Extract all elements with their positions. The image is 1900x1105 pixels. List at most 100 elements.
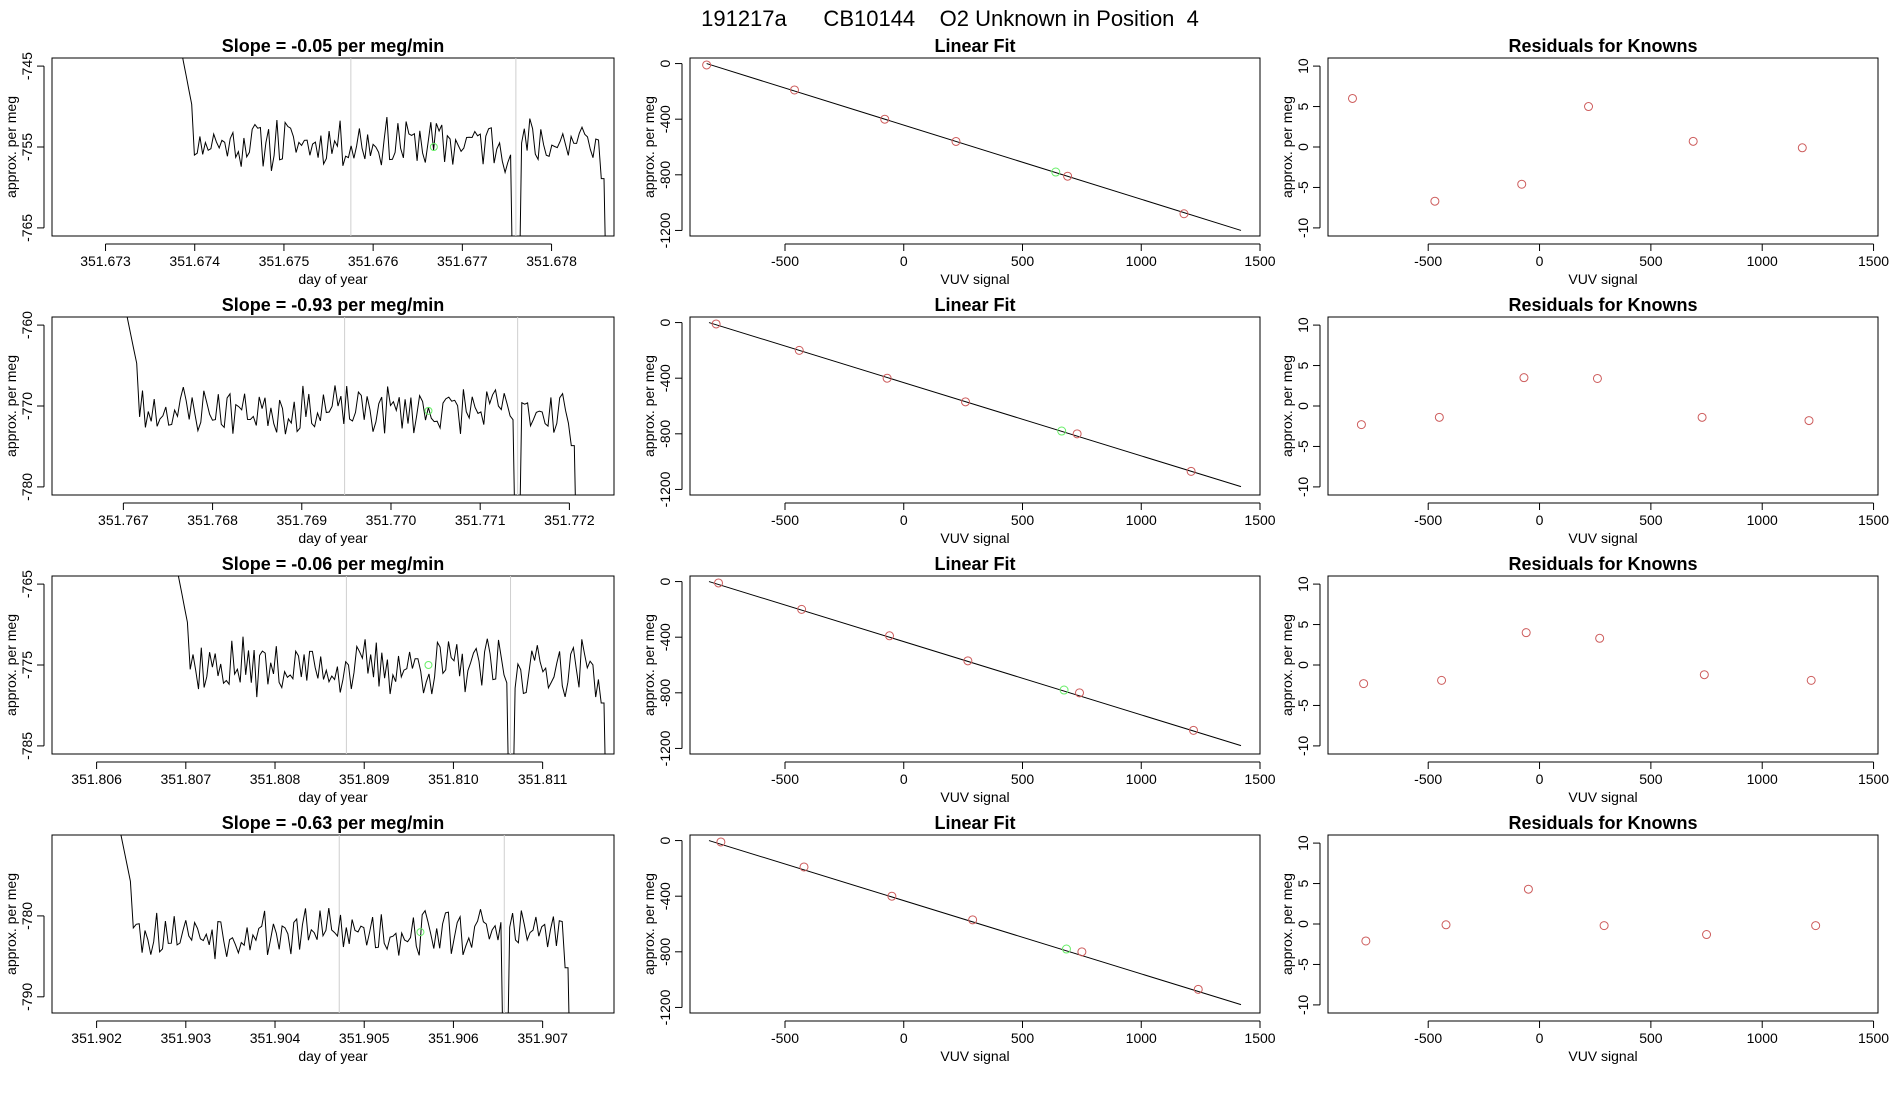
y-tick-label: -5 bbox=[1295, 181, 1311, 194]
x-tick-label: 1500 bbox=[1858, 253, 1889, 269]
panel-title: Residuals for Knowns bbox=[1508, 36, 1697, 56]
y-axis-label: approx. per meg bbox=[641, 614, 657, 716]
x-axis-label: VUV signal bbox=[1568, 1048, 1637, 1064]
plot-frame bbox=[51, 834, 615, 1014]
data-point bbox=[1688, 136, 1698, 146]
data-point bbox=[1521, 628, 1531, 638]
panel-3-0: Slope = -0.63 per meg/min day of year appr… bbox=[3, 813, 615, 1064]
panel-1-0: Slope = -0.93 per meg/min day of year appr… bbox=[3, 295, 615, 546]
y-tick-label: -1200 bbox=[657, 730, 673, 766]
highlight-point bbox=[1061, 944, 1071, 954]
x-tick-label: -500 bbox=[1414, 1030, 1442, 1046]
data-point bbox=[1441, 920, 1451, 930]
data-point bbox=[961, 397, 970, 407]
data-point bbox=[1347, 93, 1357, 103]
highlight-point bbox=[1051, 167, 1061, 177]
y-tick-label: 0 bbox=[657, 59, 673, 67]
x-tick-label: 500 bbox=[1639, 771, 1663, 787]
data-point bbox=[1804, 416, 1814, 426]
y-tick-label: 0 bbox=[1295, 920, 1311, 928]
y-tick-label: -400 bbox=[657, 105, 673, 133]
x-tick-label: 500 bbox=[1639, 1030, 1663, 1046]
x-tick-label: 500 bbox=[1011, 512, 1035, 528]
y-tick-label: -800 bbox=[657, 161, 673, 189]
x-tick-label: 351.675 bbox=[259, 253, 310, 269]
highlight-point bbox=[424, 661, 433, 669]
data-point bbox=[1519, 373, 1529, 383]
data-point bbox=[714, 578, 723, 588]
x-axis-label: VUV signal bbox=[1568, 271, 1637, 287]
x-tick-label: 351.806 bbox=[71, 771, 122, 787]
data-point bbox=[794, 345, 804, 355]
plot-frame bbox=[1327, 834, 1879, 1014]
y-axis-label: approx. per meg bbox=[641, 355, 657, 457]
y-axis-label: approx. per meg bbox=[3, 355, 19, 457]
plot-frame bbox=[1327, 316, 1879, 496]
data-point bbox=[1811, 921, 1821, 931]
x-tick-label: 0 bbox=[1536, 512, 1544, 528]
data-point bbox=[799, 862, 809, 872]
y-tick-label: 5 bbox=[1295, 361, 1311, 369]
x-tick-label: -500 bbox=[1414, 253, 1442, 269]
x-tick-label: 351.903 bbox=[161, 1030, 212, 1046]
panel-title: Linear Fit bbox=[934, 813, 1015, 833]
x-tick-label: 1500 bbox=[1244, 771, 1275, 787]
panel-0-1: Linear Fit VUV signal approx. per meg -500 0… bbox=[641, 36, 1276, 287]
data-point bbox=[1595, 633, 1605, 643]
x-tick-label: 0 bbox=[1536, 253, 1544, 269]
data-point bbox=[716, 837, 726, 847]
x-tick-label: 351.811 bbox=[518, 771, 568, 787]
y-tick-label: -800 bbox=[657, 679, 673, 707]
data-point bbox=[1063, 171, 1073, 181]
plot-area bbox=[1356, 373, 1814, 430]
y-tick-label: -780 bbox=[19, 473, 35, 501]
y-tick-label: 0 bbox=[657, 318, 673, 326]
data-trace-line bbox=[182, 58, 606, 236]
y-tick-label: -760 bbox=[19, 311, 35, 339]
x-axis-label: VUV signal bbox=[1568, 789, 1637, 805]
panel-2-2: Residuals for Knowns VUV signal approx. pe… bbox=[1279, 554, 1889, 805]
plot-frame bbox=[51, 575, 615, 755]
panel-title: Slope = -0.93 per meg/min bbox=[222, 295, 445, 315]
plot-area bbox=[708, 319, 1242, 488]
y-axis-label: approx. per meg bbox=[641, 873, 657, 975]
data-point bbox=[797, 604, 807, 614]
data-point bbox=[963, 656, 973, 666]
y-tick-label: 5 bbox=[1295, 620, 1311, 628]
data-point bbox=[1697, 412, 1707, 422]
y-tick-label: -800 bbox=[657, 938, 673, 966]
x-tick-label: 351.769 bbox=[276, 512, 327, 528]
plot-area bbox=[177, 576, 606, 754]
x-tick-label: 351.902 bbox=[71, 1030, 122, 1046]
y-tick-label: -400 bbox=[657, 364, 673, 392]
y-tick-label: 0 bbox=[1295, 143, 1311, 151]
x-tick-label: 351.771 bbox=[455, 512, 506, 528]
x-tick-label: 1000 bbox=[1747, 253, 1778, 269]
y-tick-label: -5 bbox=[1295, 958, 1311, 971]
plot-area bbox=[708, 578, 1242, 747]
x-tick-label: -500 bbox=[771, 512, 799, 528]
highlight-point bbox=[416, 928, 425, 937]
panel-title: Linear Fit bbox=[934, 36, 1015, 56]
y-axis-label: approx. per meg bbox=[1279, 614, 1295, 716]
highlight-point bbox=[429, 143, 438, 151]
x-tick-label: 351.772 bbox=[544, 512, 595, 528]
data-point bbox=[1193, 984, 1203, 994]
y-axis-label: approx. per meg bbox=[641, 96, 657, 198]
x-tick-label: 1000 bbox=[1126, 771, 1157, 787]
x-tick-label: 351.810 bbox=[428, 771, 479, 787]
x-tick-label: 351.677 bbox=[437, 253, 488, 269]
data-trace-line bbox=[177, 576, 606, 754]
x-axis-label: VUV signal bbox=[940, 530, 1009, 546]
data-point bbox=[1806, 675, 1816, 685]
plot-area bbox=[708, 837, 1242, 1006]
x-tick-label: 1000 bbox=[1126, 253, 1157, 269]
plot-area bbox=[1359, 628, 1816, 689]
y-tick-label: -800 bbox=[657, 420, 673, 448]
panel-1-1: Linear Fit VUV signal approx. per meg -500 0… bbox=[641, 295, 1276, 546]
y-tick-label: 0 bbox=[657, 577, 673, 585]
x-tick-label: 1500 bbox=[1858, 512, 1889, 528]
x-tick-label: 351.673 bbox=[80, 253, 131, 269]
y-tick-label: -765 bbox=[19, 570, 35, 598]
